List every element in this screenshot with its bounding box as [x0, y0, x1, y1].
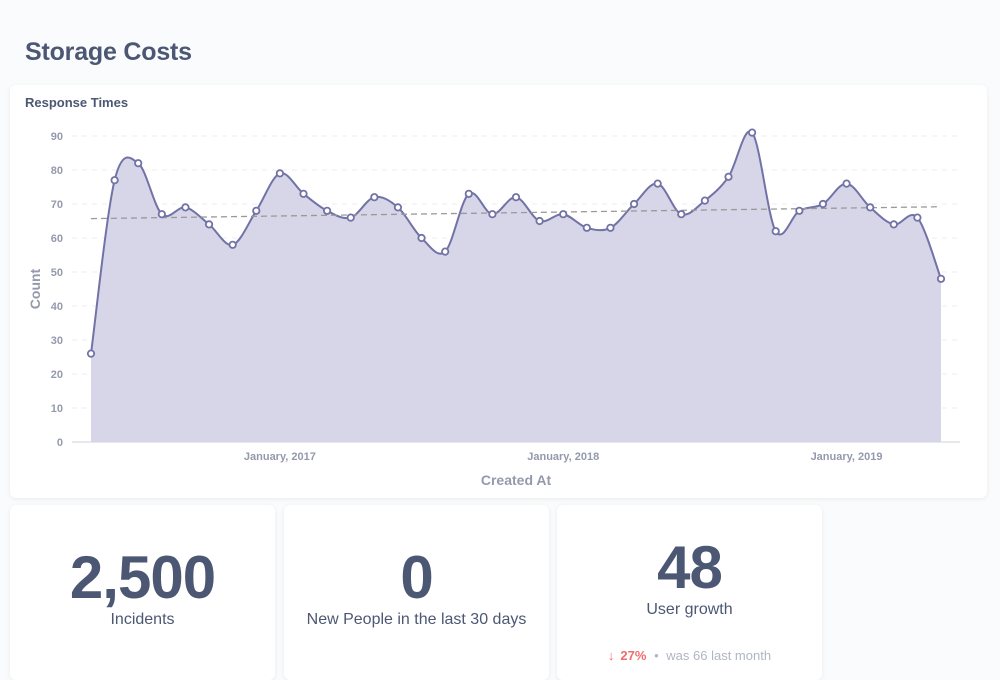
data-point[interactable]	[275, 169, 284, 178]
data-point[interactable]	[441, 247, 450, 256]
y-tick-label: 80	[51, 165, 63, 177]
scalar-card-new-people[interactable]: 0 New People in the last 30 days	[284, 505, 549, 680]
data-point[interactable]	[86, 349, 96, 358]
x-axis-label: Created At	[481, 472, 552, 488]
scalar-value: 48	[657, 534, 723, 601]
scalar-label: New People in the last 30 days	[306, 611, 527, 628]
data-point[interactable]	[559, 210, 568, 219]
scalar-card-user-growth[interactable]: 48 User growth ↓ 27% • was 66 last month	[557, 505, 822, 680]
scalar-label: Incidents	[110, 611, 175, 628]
data-point[interactable]	[913, 213, 922, 222]
data-point[interactable]	[488, 210, 497, 219]
y-tick-label: 50	[51, 267, 63, 279]
data-point[interactable]	[110, 176, 119, 185]
x-tick-label: January, 2017	[244, 451, 316, 463]
data-point[interactable]	[629, 199, 639, 209]
y-tick-label: 90	[51, 131, 63, 143]
data-point[interactable]	[417, 233, 426, 243]
data-point[interactable]	[771, 227, 780, 236]
data-point[interactable]	[228, 240, 237, 249]
data-point[interactable]	[677, 210, 686, 219]
data-point[interactable]	[393, 203, 403, 212]
y-tick-label: 40	[51, 301, 63, 313]
data-point[interactable]	[535, 216, 544, 226]
chart-area	[90, 130, 942, 442]
data-point[interactable]	[842, 179, 851, 188]
x-tick-label: January, 2019	[811, 451, 883, 463]
data-point[interactable]	[134, 159, 143, 168]
data-point[interactable]	[464, 189, 473, 198]
chart-title[interactable]: Response Times	[25, 95, 129, 110]
chart-points	[86, 128, 946, 358]
scalar-label: User growth	[646, 601, 733, 618]
y-tick-label: 20	[51, 369, 63, 381]
data-point[interactable]	[370, 193, 379, 202]
data-point[interactable]	[700, 196, 709, 205]
data-point[interactable]	[204, 220, 214, 229]
y-tick-labels: 0 10 20 30 40 50 60 70 80 90	[51, 131, 63, 449]
y-tick-label: 0	[57, 437, 63, 449]
data-point[interactable]	[795, 206, 804, 215]
trend-period: last month	[711, 648, 772, 663]
data-point[interactable]	[346, 213, 355, 222]
data-point[interactable]	[511, 193, 521, 202]
data-point[interactable]	[181, 203, 190, 212]
chart-card[interactable]: Response Times 0 10 20 30 40 50 60 70 80 90 Janua…	[10, 85, 987, 498]
area-fill	[91, 131, 941, 442]
trend-prev-label: was	[666, 648, 690, 663]
x-tick-label: January, 2018	[527, 451, 599, 463]
data-point[interactable]	[299, 189, 308, 198]
trend-prev-value: 66	[693, 648, 708, 663]
data-point[interactable]	[936, 274, 946, 283]
data-point[interactable]	[323, 206, 332, 215]
scalar-value: 2,500	[69, 544, 216, 611]
scalar-card-incidents[interactable]: 2,500 Incidents	[10, 505, 275, 680]
arrow-down-icon: ↓	[607, 648, 615, 663]
y-tick-label: 70	[51, 199, 63, 211]
y-tick-label: 10	[51, 403, 63, 415]
y-tick-label: 60	[51, 233, 63, 245]
data-point[interactable]	[866, 203, 875, 212]
data-point[interactable]	[606, 223, 615, 232]
chart-trendline	[90, 206, 942, 220]
data-point[interactable]	[818, 199, 828, 209]
y-tick-label: 30	[51, 335, 63, 347]
data-point[interactable]	[252, 206, 261, 215]
data-point[interactable]	[724, 172, 733, 181]
y-axis-label: Count	[27, 268, 43, 309]
x-tick-labels: January, 2017 January, 2018 January, 2019	[244, 451, 883, 463]
data-point[interactable]	[157, 210, 166, 219]
page-title: Storage Costs	[25, 38, 192, 66]
data-point[interactable]	[748, 128, 757, 137]
separator-dot: •	[654, 648, 659, 663]
data-point[interactable]	[889, 220, 898, 229]
scalar-value: 0	[400, 544, 433, 611]
data-point[interactable]	[582, 223, 591, 232]
data-point[interactable]	[653, 179, 662, 188]
trend-indicator: ↓ 27% • was 66 last month	[557, 648, 822, 663]
trend-line	[90, 206, 942, 220]
trend-percent: 27%	[620, 648, 647, 663]
